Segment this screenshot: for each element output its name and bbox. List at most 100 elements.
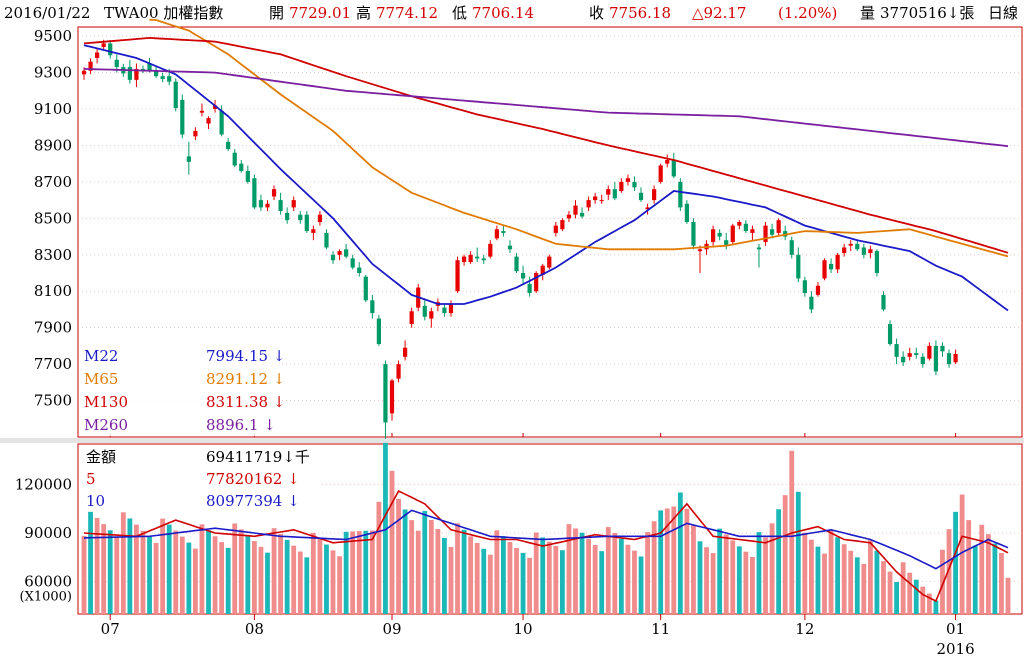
volume-bar <box>376 501 382 614</box>
candle-body <box>507 245 513 250</box>
volume-bar <box>809 539 814 614</box>
candle-body <box>534 273 539 292</box>
price-legend-value: 8291.12 ↓ <box>206 370 285 388</box>
volume-bar <box>632 550 637 614</box>
volume-bar <box>494 530 500 614</box>
candle-body <box>717 232 722 237</box>
volume-bar <box>795 491 801 614</box>
candle-body <box>901 356 906 363</box>
candle-body <box>383 364 388 423</box>
volume-bar <box>966 520 972 614</box>
volume-bar <box>120 512 126 614</box>
candle-body <box>809 296 814 310</box>
volume-bar <box>953 511 958 614</box>
volume-bar <box>428 520 434 614</box>
volume-legend-box <box>79 445 321 511</box>
volume-bar <box>815 546 821 614</box>
candle-body <box>927 345 932 359</box>
candle-body <box>140 68 146 70</box>
candle-body <box>697 249 703 252</box>
volume-bar <box>887 571 893 614</box>
volume-bar <box>107 530 113 614</box>
volume-legend-name: 5 <box>86 470 96 488</box>
candle-body <box>573 205 578 215</box>
volume-bar <box>664 508 670 614</box>
candle-body <box>461 256 467 263</box>
low-label: 低 <box>452 4 468 22</box>
price-legend-name: M260 <box>84 416 128 434</box>
candle-body <box>389 380 395 414</box>
candle-body <box>730 225 735 243</box>
volume-bar <box>501 536 506 614</box>
quote-symbol: TWA00 加權指數 <box>104 4 224 22</box>
candle-body <box>396 364 401 379</box>
price-axis-tick: 7500 <box>34 392 72 410</box>
volume-bar <box>553 545 559 614</box>
candle-body <box>678 181 683 208</box>
candle-body <box>724 240 729 246</box>
candle-body <box>481 258 486 261</box>
volume-bar <box>559 550 565 614</box>
volume-bar <box>979 524 985 614</box>
candle-body <box>363 276 368 301</box>
candle-body <box>756 247 762 250</box>
volume-bar <box>402 509 408 614</box>
volume-bar <box>592 545 598 614</box>
price-legend-value: 7994.15 ↓ <box>206 347 285 365</box>
volume-bar <box>134 524 139 614</box>
panel-divider <box>0 438 1024 443</box>
candle-body <box>652 189 657 201</box>
volume-legend-name: 10 <box>86 492 105 510</box>
volume-bar <box>605 527 611 614</box>
volume-bar <box>573 528 578 614</box>
volume-bar <box>717 528 723 614</box>
candle-body <box>796 254 801 279</box>
candle-body <box>173 81 178 109</box>
price-axis-tick: 7900 <box>34 319 72 337</box>
volume-bar <box>291 545 297 614</box>
candle-body <box>514 256 519 272</box>
volume-bar <box>618 538 624 614</box>
volume-legend: 金額 69411719↓千 5 77820162 ↓ 10 80977394 ↓ <box>79 445 321 511</box>
candle-body <box>252 178 257 208</box>
volume-bar <box>763 537 768 614</box>
high-label: 高 <box>356 4 372 22</box>
volume-bar <box>651 521 657 614</box>
ma-line-m130 <box>83 36 1009 254</box>
volume-bar <box>750 557 755 614</box>
candle-body <box>586 200 591 208</box>
price-legend-value: 8311.38 ↓ <box>206 393 285 411</box>
candle-body <box>212 105 218 109</box>
volume-bar <box>284 539 290 614</box>
candle-body <box>226 141 231 150</box>
volume-bar <box>140 530 146 614</box>
volume-bar <box>153 542 159 614</box>
volume-bar <box>999 552 1004 614</box>
candle-body <box>789 240 794 255</box>
volume-bar <box>396 498 401 614</box>
period-label: 日線 <box>988 4 1019 22</box>
volume-bar <box>94 517 100 614</box>
volume-bar <box>363 530 369 614</box>
price-axis-tick: 8500 <box>34 209 72 227</box>
volume-bar <box>114 536 120 614</box>
volume-bar <box>258 546 264 614</box>
candle-body <box>501 231 506 233</box>
volume-bar <box>802 532 808 614</box>
candle-body <box>422 305 427 317</box>
open-value: 7729.01 <box>289 4 352 22</box>
volume-bar <box>723 534 729 614</box>
volume-bar <box>612 532 618 614</box>
volume-bar <box>645 532 650 614</box>
candle-body <box>658 165 663 182</box>
price-panel-frame <box>77 26 1023 438</box>
volume-bar <box>546 541 552 614</box>
volume-bar <box>671 506 677 614</box>
candle-body <box>907 353 912 357</box>
x-axis-year: 2016 <box>936 640 974 658</box>
price-legend-box <box>79 344 279 436</box>
change-percent: (1.20%) <box>778 4 838 22</box>
candle-body <box>920 356 925 365</box>
volume-bar <box>881 561 886 614</box>
price-axis-tick: 7700 <box>34 355 72 373</box>
